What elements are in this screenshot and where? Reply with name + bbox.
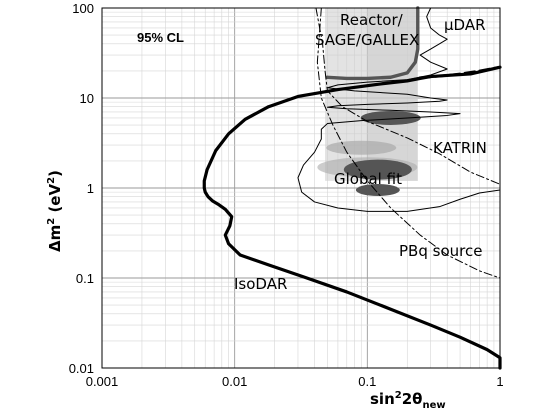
y-tick-label: 0.01 (69, 361, 94, 376)
global-fit-lower-region (355, 184, 400, 197)
curve-pbq-source (316, 7, 501, 279)
x-axis-title-main: sin (370, 390, 395, 408)
reactor-label: Reactor/ (340, 11, 404, 29)
x-axis-title-sup: 2 (395, 390, 402, 401)
curve-katrin (315, 7, 501, 185)
y-axis-title-main: Δm (46, 225, 64, 252)
x-tick-labels: 0.001 0.01 0.1 1 (86, 374, 504, 389)
x-axis-title-sub: new (422, 400, 445, 411)
x-tick-label: 1 (496, 374, 503, 389)
global-fit-mid-region (326, 140, 397, 155)
y-axis-title-sup: 2 (46, 218, 57, 225)
curve--dar (297, 7, 501, 212)
x-tick-label: 0.01 (222, 374, 247, 389)
curve--dar-dashed (418, 65, 502, 80)
y-tick-label: 1 (87, 181, 94, 196)
y-tick-label: 10 (80, 91, 94, 106)
curve-isodar (202, 65, 502, 370)
pbq-source-label: PBq source (399, 242, 482, 260)
y-axis-title-close: ) (46, 170, 64, 177)
global-fit-dark-region (343, 159, 412, 180)
mudar-label: μDAR (444, 16, 486, 34)
sage-gallex-label: SAGE/GALLEX (315, 31, 419, 49)
x-axis-title-mid: 2θ (402, 390, 423, 408)
x-tick-label: 0.1 (358, 374, 376, 389)
y-tick-label: 100 (72, 1, 94, 16)
x-axis-title: sin22θnew (370, 390, 446, 411)
curve-reactor-sage-gallex (325, 6, 420, 81)
katrin-label: KATRIN (433, 139, 487, 157)
confidence-level-label: 95% CL (137, 30, 184, 45)
y-axis-title-unit: (eV (46, 184, 64, 218)
y-axis-title-unit-sup: 2 (46, 177, 57, 184)
sensitivity-curves (202, 6, 502, 370)
grid (101, 8, 500, 369)
isodar-label: IsoDAR (234, 275, 287, 293)
plot-frame (101, 7, 501, 369)
global-fit-label: Global fit (334, 170, 402, 188)
y-tick-labels: 100 10 1 0.1 0.01 (69, 1, 94, 376)
y-axis-title: Δm2 (eV2) (46, 170, 64, 252)
x-tick-label: 0.001 (86, 374, 119, 389)
global-fit-upper-region (360, 110, 421, 125)
y-tick-label: 0.1 (76, 271, 94, 286)
